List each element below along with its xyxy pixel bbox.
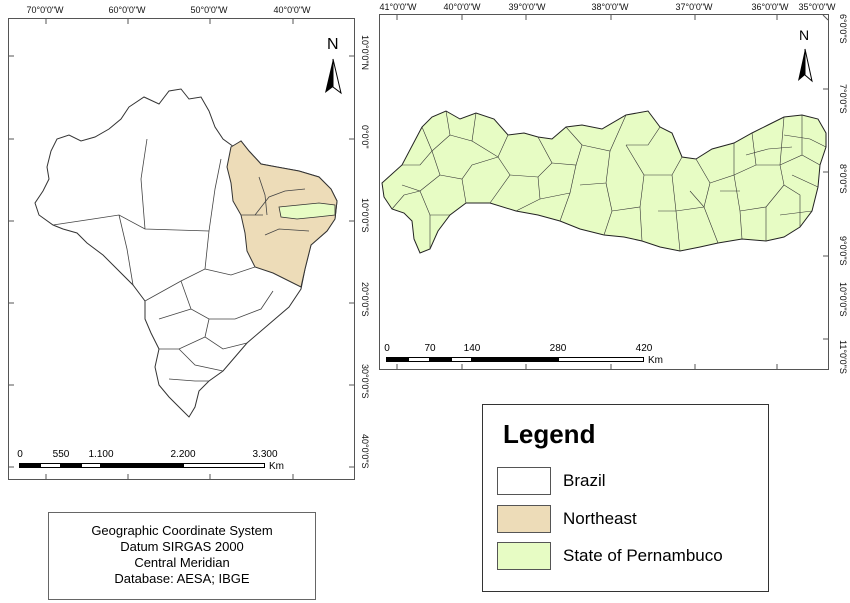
scale-label-0: 0 [384,343,390,354]
brazil-graticule-ticks [9,19,354,479]
scale-seg [558,357,644,362]
legend-item-brazil: Brazil [497,467,757,497]
legend-item-northeast: Northeast [497,505,757,535]
lon-tick: 41°0'0"W [379,2,417,12]
pernambuco-municipal-borders [391,110,827,252]
lon-tick: 37°0'0"W [675,2,713,12]
lat-tick: 20°0'0"S [360,282,370,317]
lat-tick: 6°0'0"S [838,14,848,44]
lon-tick: 40°0'0"W [273,5,311,15]
scalebar-left: 0 550 1.100 2.200 3.300 Km [17,449,309,472]
scale-seg [183,463,265,468]
scale-seg [386,357,408,362]
legend-label-northeast: Northeast [563,509,637,528]
north-arrow-left [325,58,342,95]
lon-tick: 40°0'0"W [443,2,481,12]
lat-tick: 0°0'0" [360,125,370,149]
scale-seg [61,463,81,468]
pernambuco-shape [381,110,827,254]
scale-label-4: 3.300 [252,449,278,460]
lon-tick: 35°0'0"W [798,2,836,12]
lon-tick: 38°0'0"W [591,2,629,12]
lat-tick: 9°0'0"S [838,236,848,266]
scale-seg [101,463,183,468]
scale-seg [451,357,472,362]
brazil-map-svg: N [9,19,354,479]
north-arrow-right [798,48,813,83]
scale-label-1: 70 [424,343,436,354]
scale-unit-right: Km [648,355,663,366]
scale-seg [81,463,101,468]
lat-tick: 10°0'0"S [838,282,848,317]
legend-label-brazil: Brazil [563,471,606,490]
lon-tick: 39°0'0"W [508,2,546,12]
legend-item-pernambuco: State of Pernambuco [497,542,757,572]
info-line: Database: AESA; IBGE [114,571,250,586]
info-line: Datum SIRGAS 2000 [120,539,244,554]
lon-tick: 60°0'0"W [108,5,146,15]
legend-swatch-northeast [497,505,551,533]
scale-unit-left: Km [269,461,284,472]
legend-swatch-pernambuco [497,542,551,570]
scale-seg [40,463,61,468]
scale-seg [472,357,558,362]
legend-title: Legend [503,419,596,449]
info-box: Geographic Coordinate System Datum SIRGA… [48,512,316,600]
pernambuco-graticule-ticks [396,15,828,369]
lat-tick: 7°0'0"S [838,84,848,114]
lat-tick: 40°0'0"S [360,434,370,469]
north-label-left: N [327,36,339,53]
scale-seg [19,463,40,468]
legend-box: Legend Brazil Northeast State of Pernamb… [482,404,769,592]
scale-seg [430,357,451,362]
lat-tick: 10°0'0"S [360,198,370,233]
lon-tick: 36°0'0"W [751,2,789,12]
brazil-map-frame: N 0 550 1.100 2.200 3.300 Km [8,18,355,480]
lat-tick: 30°0'0"S [360,364,370,399]
lat-tick: 11°0'0"S [838,340,848,374]
pernambuco-map-svg: N [381,15,828,369]
scale-label-2: 1.100 [88,449,114,460]
scale-label-3: 280 [549,343,567,354]
info-line: Central Meridian [134,555,230,570]
north-label-right: N [799,27,809,43]
scale-label-2: 140 [463,343,481,354]
legend-label-pernambuco: State of Pernambuco [563,546,723,565]
lon-tick: 70°0'0"W [26,5,64,15]
brazil-state-borders [52,138,310,382]
scale-label-4: 420 [635,343,653,354]
scale-label-0: 0 [17,449,23,460]
scale-label-1: 550 [52,449,70,460]
info-line: Geographic Coordinate System [91,523,273,538]
lon-tick: 50°0'0"W [190,5,228,15]
lat-tick: 10°0'0"N [360,35,370,71]
legend-swatch-brazil [497,467,551,495]
pernambuco-map-frame: N 0 70 140 280 420 Km [379,14,829,370]
lat-tick: 8°0'0"S [838,164,848,194]
scale-label-3: 2.200 [170,449,196,460]
scalebar-right: 0 70 140 280 420 Km [384,343,686,366]
pernambuco-small [278,202,336,220]
scale-seg [408,357,430,362]
